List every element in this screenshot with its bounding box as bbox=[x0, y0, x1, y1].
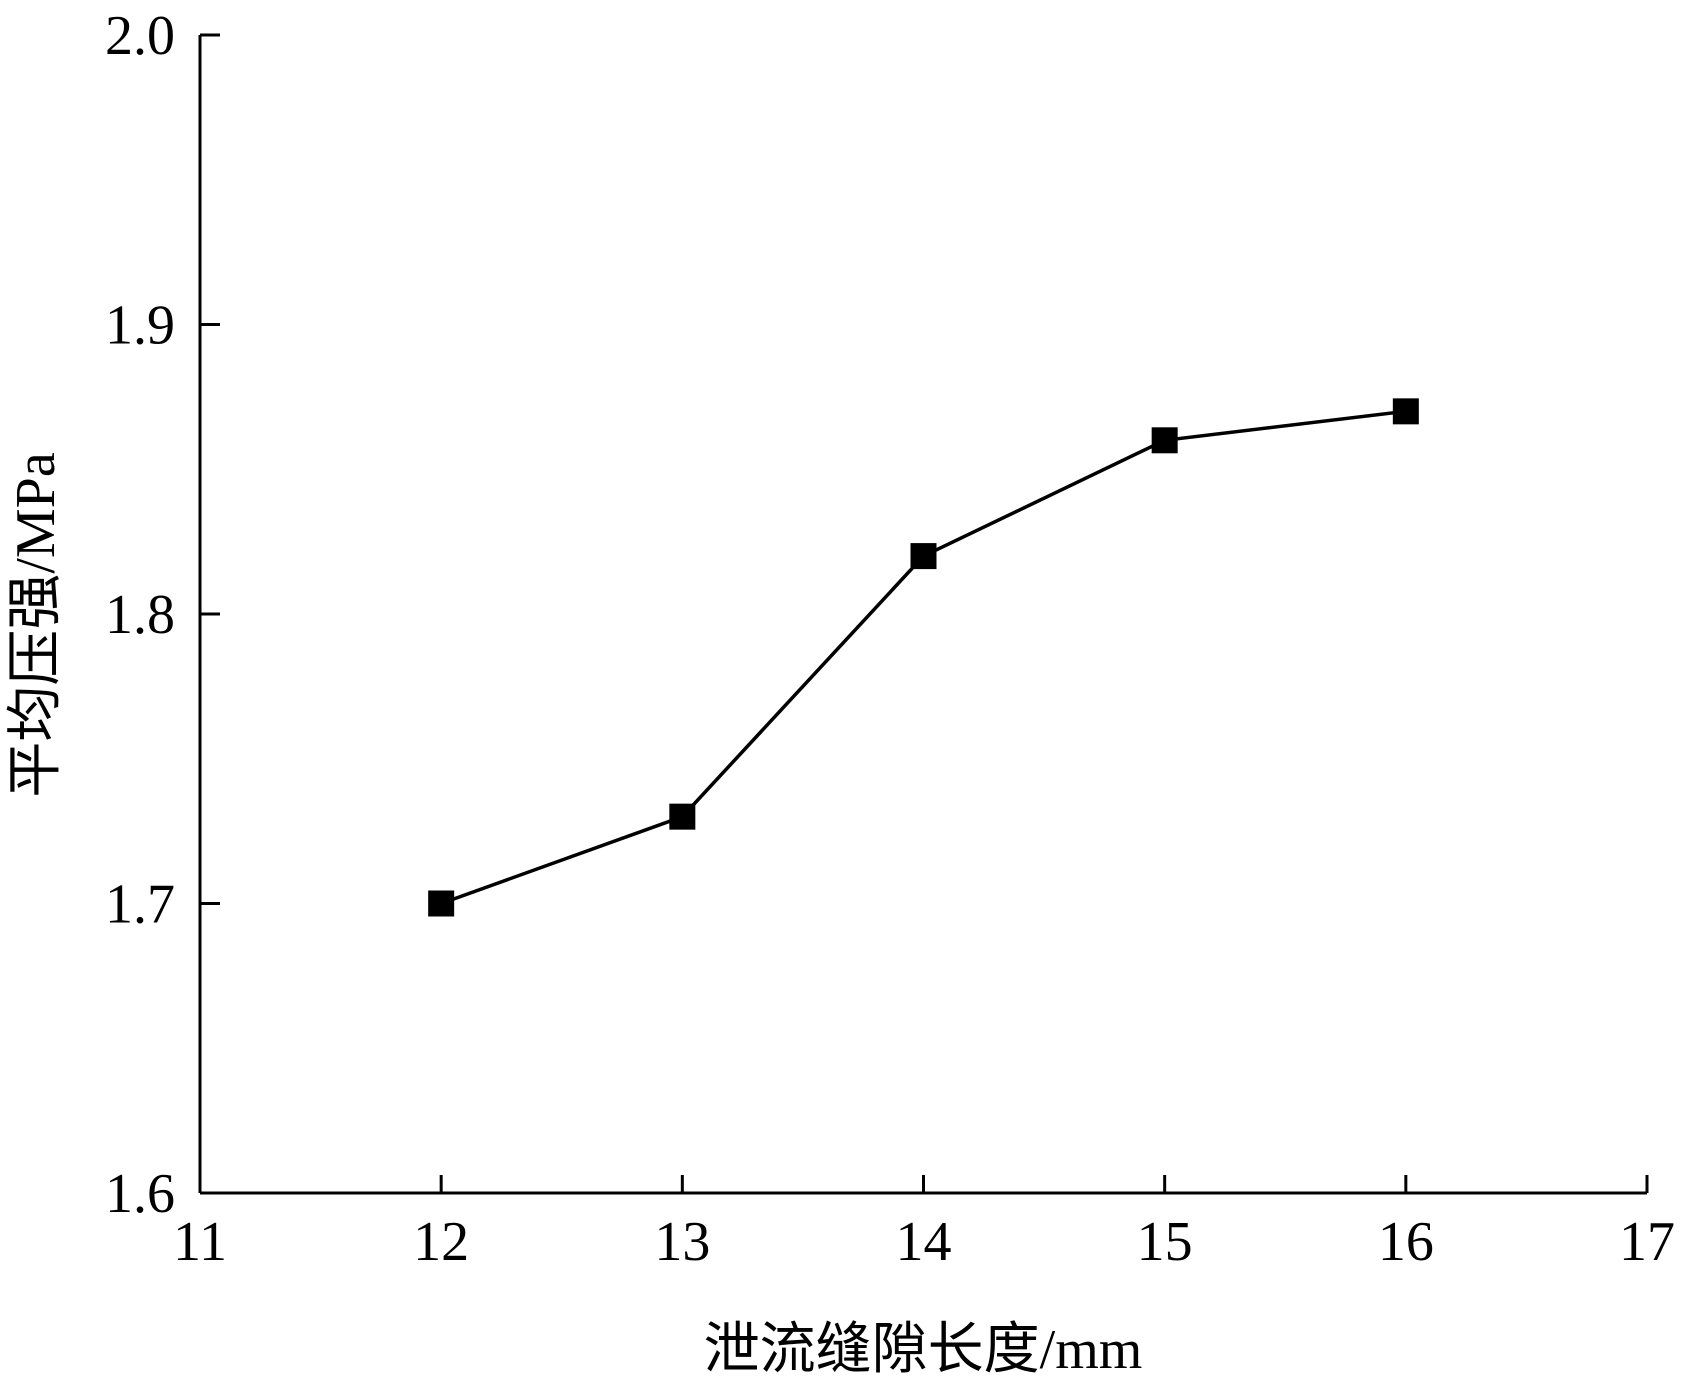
x-tick-label: 16 bbox=[1378, 1211, 1434, 1273]
y-tick-label: 1.6 bbox=[105, 1163, 175, 1225]
x-axis-title: 泄流缝隙长度/mm bbox=[704, 1319, 1143, 1381]
data-point-marker bbox=[1392, 398, 1419, 425]
axes: 11 12 13 14 15 16 17 1.6 1.7 1.8 1.9 2.0 bbox=[105, 5, 1675, 1273]
x-tick-label: 15 bbox=[1137, 1211, 1193, 1273]
data-point-marker bbox=[910, 543, 937, 570]
data-point-marker bbox=[1151, 427, 1178, 454]
y-tick-label: 1.8 bbox=[105, 584, 175, 646]
x-tick-label: 17 bbox=[1619, 1211, 1675, 1273]
x-tick-label: 11 bbox=[173, 1211, 227, 1273]
x-tick-label: 12 bbox=[413, 1211, 469, 1273]
x-tick-label: 14 bbox=[896, 1211, 952, 1273]
y-axis-title: 平均压强/MPa bbox=[5, 452, 67, 797]
data-point-marker bbox=[428, 890, 455, 917]
y-tick-label: 1.9 bbox=[105, 295, 175, 357]
series-line bbox=[440, 409, 1407, 906]
series-layer bbox=[428, 398, 1419, 917]
data-point-marker bbox=[669, 803, 696, 830]
y-tick-label: 2.0 bbox=[105, 5, 175, 67]
x-tick-label: 13 bbox=[654, 1211, 710, 1273]
y-tick-label: 1.7 bbox=[105, 874, 175, 936]
